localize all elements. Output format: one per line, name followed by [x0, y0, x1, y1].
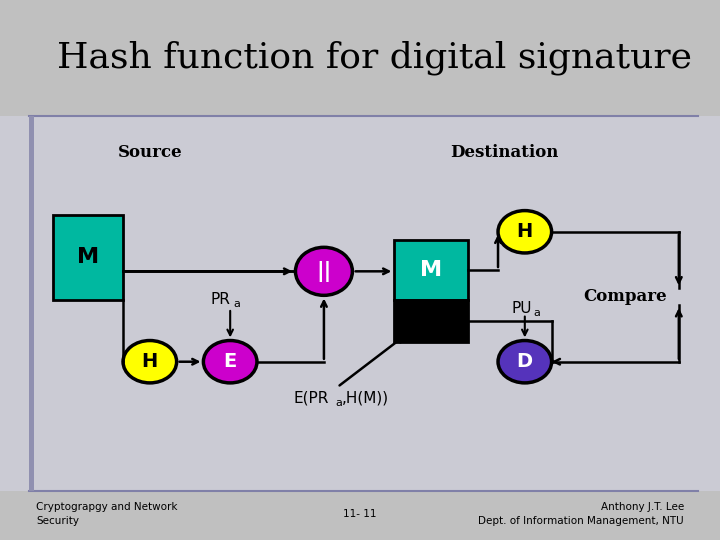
Bar: [395, 240, 468, 300]
Text: PU: PU: [511, 301, 532, 315]
Text: ,H(M)): ,H(M)): [342, 391, 389, 406]
Text: a: a: [233, 299, 240, 309]
Ellipse shape: [498, 341, 552, 383]
Text: E: E: [223, 352, 237, 371]
Ellipse shape: [204, 341, 257, 383]
Text: Destination: Destination: [451, 144, 559, 161]
Text: H: H: [517, 222, 533, 241]
Bar: [53, 215, 123, 300]
Text: PR: PR: [210, 292, 230, 307]
Bar: [395, 300, 468, 342]
Text: Cryptograpgy and Network
Security: Cryptograpgy and Network Security: [36, 503, 178, 525]
Text: Source: Source: [117, 144, 182, 161]
Text: Hash function for digital signature: Hash function for digital signature: [57, 40, 692, 75]
Ellipse shape: [498, 211, 552, 253]
Text: a: a: [336, 398, 342, 408]
Text: E(PR: E(PR: [294, 391, 329, 406]
Text: 11- 11: 11- 11: [343, 509, 377, 519]
Text: Compare: Compare: [583, 288, 667, 305]
Text: Anthony J.T. Lee
Dept. of Information Management, NTU: Anthony J.T. Lee Dept. of Information Ma…: [478, 503, 684, 525]
Ellipse shape: [123, 341, 176, 383]
Text: M: M: [420, 260, 442, 280]
Text: ||: ||: [316, 261, 331, 282]
Ellipse shape: [295, 247, 352, 295]
Text: H: H: [142, 352, 158, 371]
Text: M: M: [77, 247, 99, 267]
Text: a: a: [534, 308, 541, 318]
Text: D: D: [517, 352, 533, 371]
